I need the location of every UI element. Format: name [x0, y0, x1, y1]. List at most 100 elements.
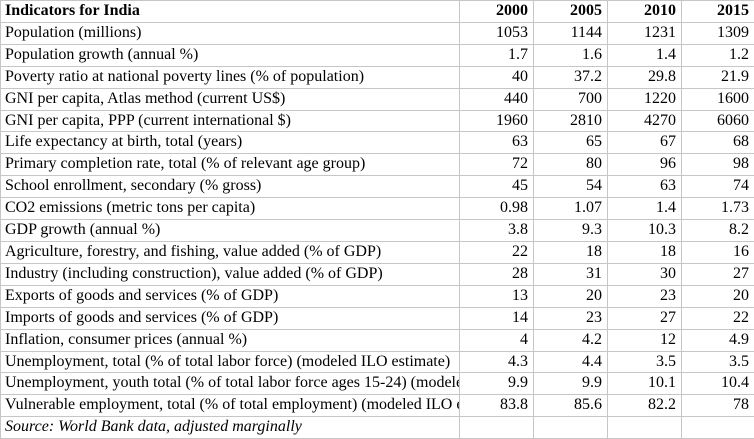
source-row: Source: World Bank data, adjusted margin…	[0, 416, 754, 439]
table-row: Life expectancy at birth, total (years) …	[0, 131, 754, 155]
row-value: 20	[681, 284, 754, 308]
row-value: 14	[459, 306, 534, 330]
row-value: 83.8	[459, 394, 534, 418]
year-column-header: 2000	[459, 0, 534, 23]
row-label: Population (millions)	[0, 21, 460, 45]
row-value: 10.3	[607, 219, 682, 242]
empty-cell	[607, 416, 682, 439]
table-row: Unemployment, total (% of total labor fo…	[0, 350, 754, 374]
table-row: Agriculture, forestry, and fishing, valu…	[0, 240, 754, 264]
row-value: 1600	[681, 87, 754, 111]
row-value: 3.5	[681, 350, 754, 374]
year-column-header: 2005	[533, 0, 608, 23]
row-label: Life expectancy at birth, total (years)	[0, 131, 460, 155]
row-value: 27	[681, 262, 754, 286]
row-value: 1.07	[533, 197, 608, 221]
row-value: 23	[607, 284, 682, 308]
row-value: 0.98	[459, 197, 534, 221]
row-value: 1220	[607, 87, 682, 111]
row-value: 10.4	[681, 372, 754, 396]
header-row: Indicators for India 2000 2005 2010 2015	[0, 0, 754, 23]
row-value: 72	[459, 153, 534, 177]
row-value: 80	[533, 153, 608, 177]
row-value: 45	[459, 175, 534, 199]
row-value: 74	[681, 175, 754, 199]
row-value: 1053	[459, 21, 534, 45]
row-value: 22	[459, 240, 534, 264]
row-value: 18	[533, 240, 608, 264]
row-value: 1.6	[533, 43, 608, 67]
row-value: 23	[533, 306, 608, 330]
row-value: 8.2	[681, 219, 754, 242]
source-note: Source: World Bank data, adjusted margin…	[0, 416, 460, 439]
row-value: 67	[607, 131, 682, 155]
row-value: 18	[607, 240, 682, 264]
row-value: 27	[607, 306, 682, 330]
row-value: 82.2	[607, 394, 682, 418]
row-value: 54	[533, 175, 608, 199]
row-label: Unemployment, youth total (% of total la…	[0, 372, 460, 396]
row-value: 78	[681, 394, 754, 418]
row-value: 1309	[681, 21, 754, 45]
row-value: 1.73	[681, 197, 754, 221]
row-value: 37.2	[533, 65, 608, 89]
row-value: 21.9	[681, 65, 754, 89]
row-value: 3.8	[459, 219, 534, 242]
row-value: 3.5	[607, 350, 682, 374]
row-value: 16	[681, 240, 754, 264]
table-row: Primary completion rate, total (% of rel…	[0, 153, 754, 177]
table-row: Industry (including construction), value…	[0, 262, 754, 286]
year-column-header: 2015	[681, 0, 754, 23]
row-value: 1.2	[681, 43, 754, 67]
row-label: School enrollment, secondary (% gross)	[0, 175, 460, 199]
row-value: 1960	[459, 109, 534, 133]
empty-cell	[681, 416, 754, 439]
row-value: 85.6	[533, 394, 608, 418]
year-column-header: 2010	[607, 0, 682, 23]
row-value: 9.3	[533, 219, 608, 242]
row-value: 12	[607, 328, 682, 352]
table-row: Population (millions) 1053 1144 1231 130…	[0, 21, 754, 45]
row-value: 440	[459, 87, 534, 111]
row-value: 2810	[533, 109, 608, 133]
row-label: Unemployment, total (% of total labor fo…	[0, 350, 460, 374]
row-value: 31	[533, 262, 608, 286]
row-label: Industry (including construction), value…	[0, 262, 460, 286]
table-title: Indicators for India	[0, 0, 460, 23]
table-row: School enrollment, secondary (% gross) 4…	[0, 175, 754, 199]
row-value: 4.3	[459, 350, 534, 374]
row-label: Imports of goods and services (% of GDP)	[0, 306, 460, 330]
row-value: 96	[607, 153, 682, 177]
table-row: Unemployment, youth total (% of total la…	[0, 372, 754, 396]
row-value: 6060	[681, 109, 754, 133]
row-value: 4.4	[533, 350, 608, 374]
row-value: 700	[533, 87, 608, 111]
row-value: 30	[607, 262, 682, 286]
row-value: 1.4	[607, 197, 682, 221]
row-value: 4.2	[533, 328, 608, 352]
row-value: 28	[459, 262, 534, 286]
row-value: 1231	[607, 21, 682, 45]
table-row: GDP growth (annual %) 3.8 9.3 10.3 8.2	[0, 219, 754, 242]
row-value: 10.1	[607, 372, 682, 396]
row-label: GNI per capita, PPP (current internation…	[0, 109, 460, 133]
row-label: CO2 emissions (metric tons per capita)	[0, 197, 460, 221]
row-value: 63	[459, 131, 534, 155]
table-row: GNI per capita, Atlas method (current US…	[0, 87, 754, 111]
row-value: 9.9	[459, 372, 534, 396]
row-label: Poverty ratio at national poverty lines …	[0, 65, 460, 89]
table-row: CO2 emissions (metric tons per capita) 0…	[0, 197, 754, 221]
row-value: 20	[533, 284, 608, 308]
row-value: 65	[533, 131, 608, 155]
row-value: 4.9	[681, 328, 754, 352]
row-value: 22	[681, 306, 754, 330]
table-row: Inflation, consumer prices (annual %) 4 …	[0, 328, 754, 352]
row-value: 63	[607, 175, 682, 199]
row-label: GNI per capita, Atlas method (current US…	[0, 87, 460, 111]
row-label: Agriculture, forestry, and fishing, valu…	[0, 240, 460, 264]
row-label: Inflation, consumer prices (annual %)	[0, 328, 460, 352]
row-label: GDP growth (annual %)	[0, 219, 460, 242]
row-label: Exports of goods and services (% of GDP)	[0, 284, 460, 308]
